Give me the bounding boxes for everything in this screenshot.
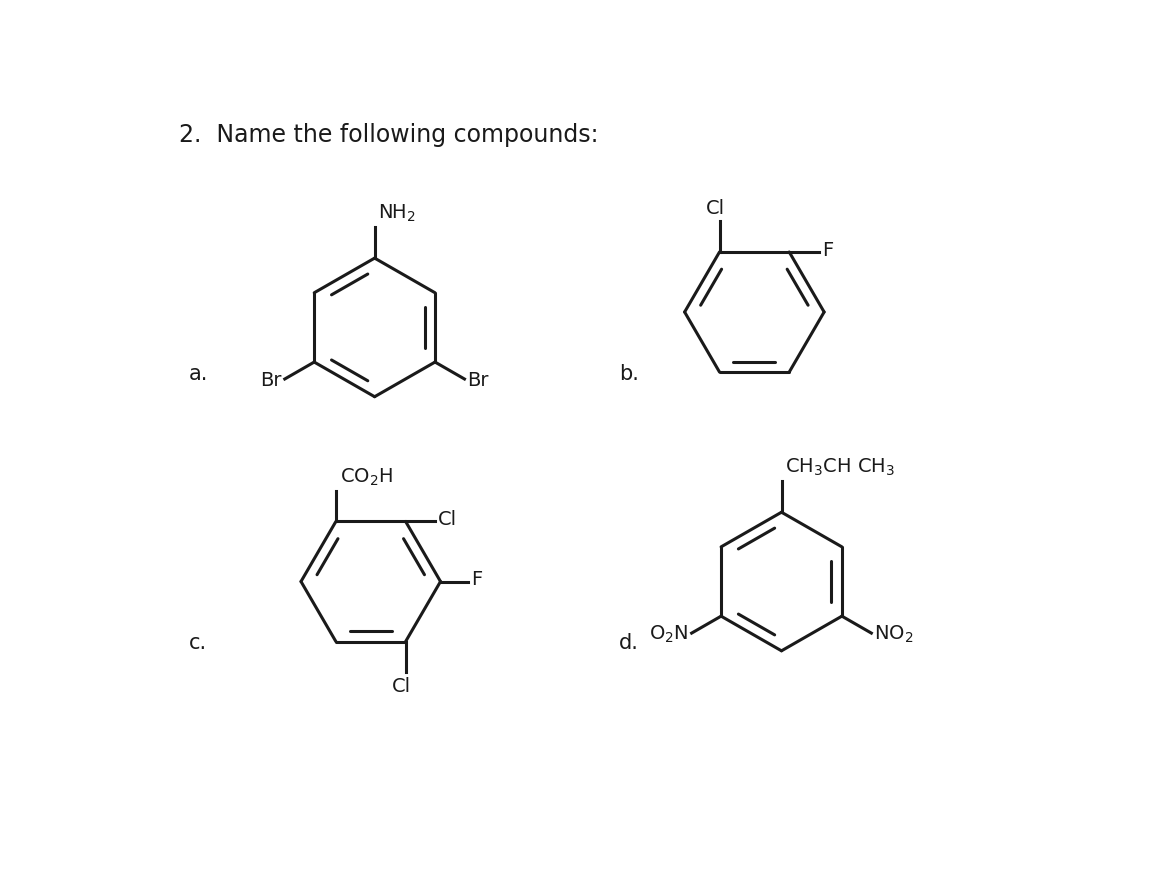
Text: Cl: Cl [392, 677, 411, 696]
Text: Br: Br [467, 371, 489, 390]
Text: F: F [471, 571, 482, 589]
Text: O$_2$N: O$_2$N [649, 624, 689, 645]
Text: c.: c. [188, 633, 207, 653]
Text: 2.  Name the following compounds:: 2. Name the following compounds: [179, 123, 598, 148]
Text: Br: Br [260, 371, 281, 390]
Text: CH$_3$CH CH$_3$: CH$_3$CH CH$_3$ [785, 457, 896, 478]
Text: b.: b. [619, 364, 639, 384]
Text: Cl: Cl [438, 510, 458, 530]
Text: d.: d. [619, 633, 639, 653]
Text: F: F [822, 241, 833, 260]
Text: a.: a. [188, 364, 208, 384]
Text: Cl: Cl [707, 199, 725, 218]
Text: CO$_2$H: CO$_2$H [340, 467, 392, 488]
Text: NO$_2$: NO$_2$ [875, 624, 913, 645]
Text: NH$_2$: NH$_2$ [378, 203, 417, 225]
